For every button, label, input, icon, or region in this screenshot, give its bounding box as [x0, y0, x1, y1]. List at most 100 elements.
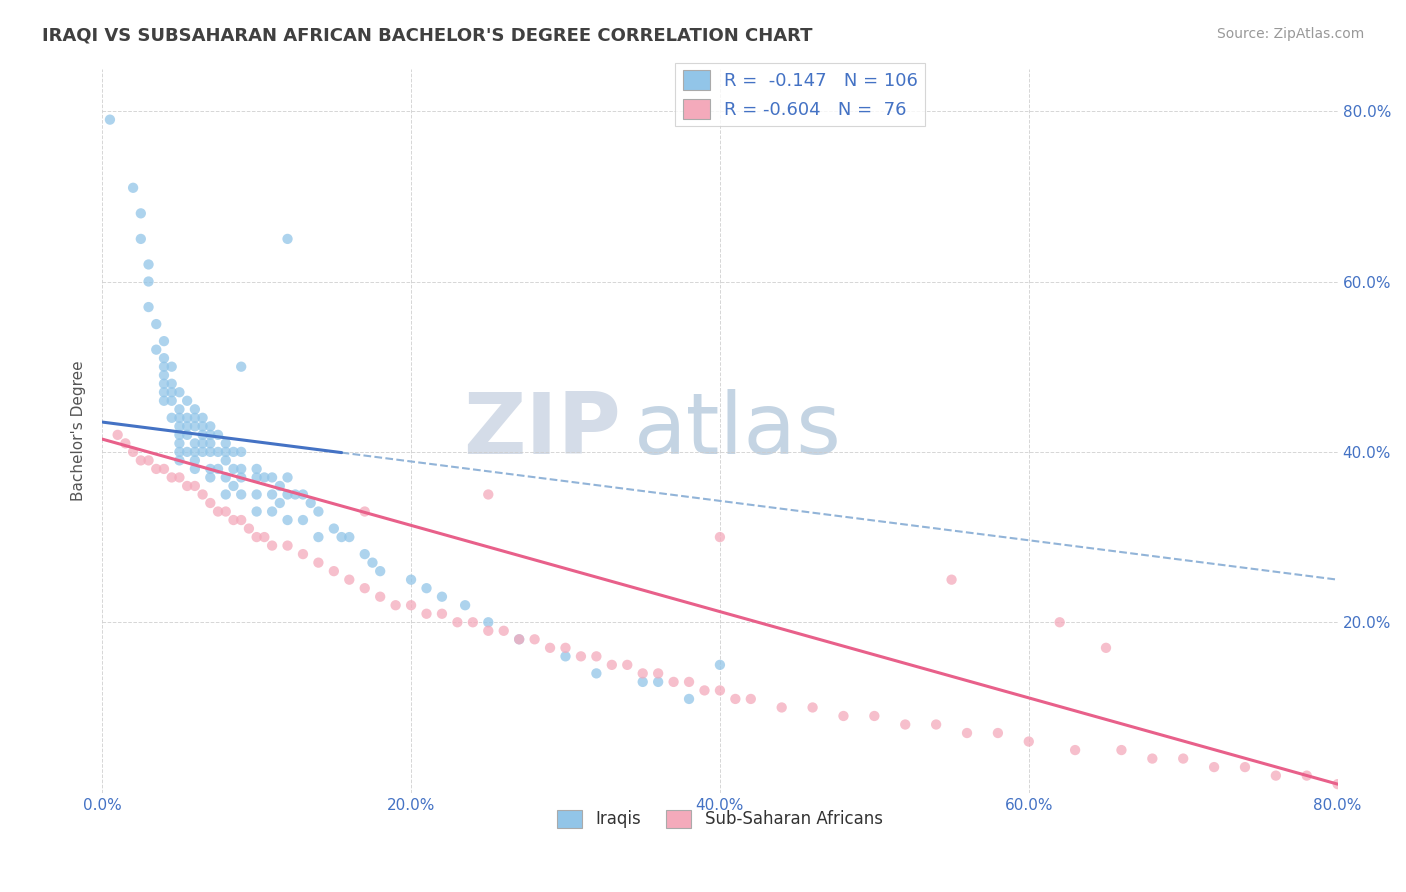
- Point: [200, 436, 222, 450]
- Point: [207, 427, 229, 442]
- Point: [145, 317, 167, 331]
- Point: [399, 599, 422, 613]
- Point: [122, 445, 145, 459]
- Point: [322, 564, 344, 578]
- Point: [160, 385, 183, 400]
- Point: [262, 504, 284, 518]
- Point: [231, 462, 253, 476]
- Point: [585, 649, 607, 664]
- Text: ZIP: ZIP: [464, 389, 621, 472]
- Point: [215, 436, 238, 450]
- Point: [215, 470, 238, 484]
- Point: [176, 393, 198, 408]
- Point: [291, 547, 314, 561]
- Point: [176, 410, 198, 425]
- Point: [361, 556, 384, 570]
- Point: [231, 487, 253, 501]
- Point: [770, 700, 793, 714]
- Point: [184, 453, 207, 467]
- Point: [160, 376, 183, 391]
- Point: [200, 470, 222, 484]
- Point: [1326, 777, 1348, 791]
- Point: [184, 479, 207, 493]
- Point: [337, 573, 360, 587]
- Point: [508, 632, 530, 647]
- Point: [184, 419, 207, 434]
- Point: [368, 590, 391, 604]
- Point: [1173, 751, 1195, 765]
- Point: [709, 683, 731, 698]
- Point: [523, 632, 546, 647]
- Point: [107, 427, 129, 442]
- Point: [987, 726, 1010, 740]
- Point: [176, 445, 198, 459]
- Point: [169, 410, 191, 425]
- Point: [446, 615, 468, 630]
- Point: [222, 445, 245, 459]
- Point: [153, 359, 176, 374]
- Point: [246, 487, 269, 501]
- Point: [138, 300, 160, 314]
- Point: [231, 445, 253, 459]
- Point: [200, 427, 222, 442]
- Point: [160, 359, 183, 374]
- Point: [129, 232, 152, 246]
- Point: [200, 445, 222, 459]
- Point: [693, 683, 716, 698]
- Point: [215, 487, 238, 501]
- Point: [184, 410, 207, 425]
- Point: [222, 479, 245, 493]
- Point: [353, 547, 375, 561]
- Point: [322, 522, 344, 536]
- Point: [600, 657, 623, 672]
- Point: [184, 445, 207, 459]
- Point: [200, 496, 222, 510]
- Point: [554, 649, 576, 664]
- Point: [678, 674, 700, 689]
- Point: [647, 666, 669, 681]
- Point: [307, 504, 329, 518]
- Point: [956, 726, 979, 740]
- Text: Source: ZipAtlas.com: Source: ZipAtlas.com: [1216, 27, 1364, 41]
- Point: [276, 232, 298, 246]
- Point: [554, 640, 576, 655]
- Point: [662, 674, 685, 689]
- Point: [353, 581, 375, 595]
- Point: [138, 275, 160, 289]
- Point: [207, 462, 229, 476]
- Point: [246, 530, 269, 544]
- Point: [291, 513, 314, 527]
- Point: [200, 419, 222, 434]
- Point: [832, 709, 855, 723]
- Point: [631, 666, 654, 681]
- Point: [153, 393, 176, 408]
- Point: [191, 445, 214, 459]
- Point: [222, 462, 245, 476]
- Point: [262, 487, 284, 501]
- Point: [1049, 615, 1071, 630]
- Point: [246, 504, 269, 518]
- Point: [160, 393, 183, 408]
- Point: [1018, 734, 1040, 748]
- Point: [454, 599, 477, 613]
- Text: IRAQI VS SUBSAHARAN AFRICAN BACHELOR'S DEGREE CORRELATION CHART: IRAQI VS SUBSAHARAN AFRICAN BACHELOR'S D…: [42, 27, 813, 45]
- Point: [941, 573, 963, 587]
- Point: [430, 607, 453, 621]
- Point: [222, 513, 245, 527]
- Point: [231, 470, 253, 484]
- Point: [129, 206, 152, 220]
- Point: [492, 624, 515, 638]
- Point: [1111, 743, 1133, 757]
- Point: [262, 539, 284, 553]
- Point: [215, 504, 238, 518]
- Point: [709, 657, 731, 672]
- Point: [153, 462, 176, 476]
- Point: [231, 513, 253, 527]
- Point: [153, 385, 176, 400]
- Point: [138, 257, 160, 271]
- Point: [330, 530, 353, 544]
- Point: [176, 479, 198, 493]
- Point: [1204, 760, 1226, 774]
- Point: [191, 487, 214, 501]
- Point: [215, 445, 238, 459]
